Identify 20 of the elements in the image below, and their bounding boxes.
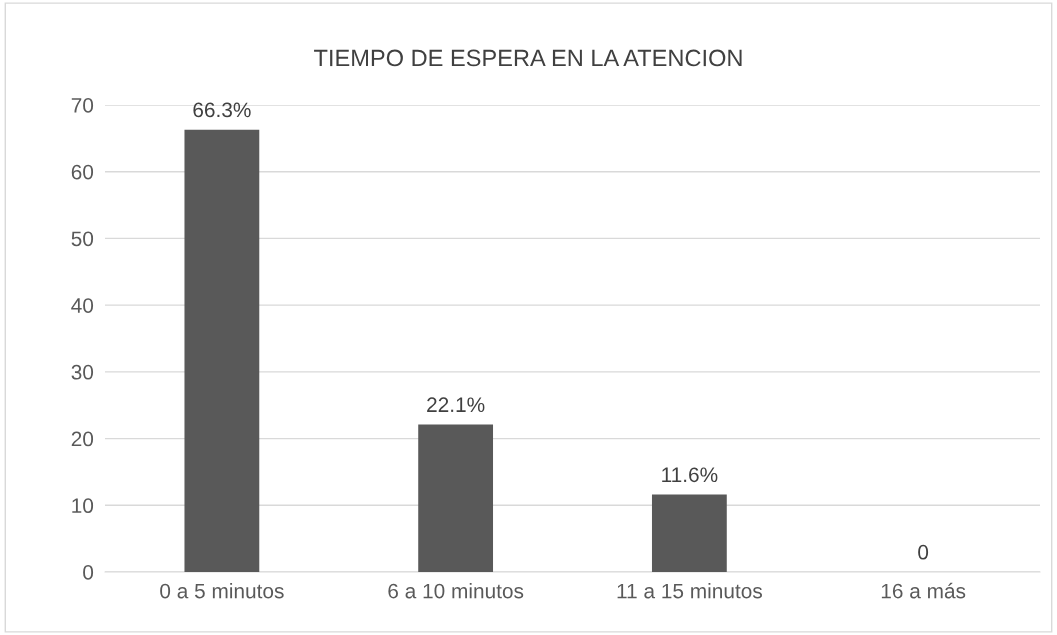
bar (184, 129, 260, 572)
data-label: 0 (918, 544, 929, 560)
y-tick-label: 30 (71, 364, 94, 380)
data-label: 11.6% (662, 467, 718, 483)
bar (651, 494, 727, 572)
y-tick-label: 70 (71, 98, 94, 113)
y-tick-label: 50 (71, 231, 94, 247)
x-tick-label: 0 a 5 minutos (160, 583, 284, 599)
x-tick-label: 16 a más (881, 582, 966, 599)
y-tick-label: 20 (71, 431, 94, 447)
y-tick-label: 10 (72, 498, 94, 514)
y-tick-label: 0 (83, 565, 94, 580)
y-tick-label: 40 (71, 298, 94, 313)
data-label: 22.1% (427, 397, 485, 413)
x-tick-label: 11 a 15 minutos (617, 583, 762, 599)
y-tick-label: 60 (71, 164, 94, 180)
data-label: 66.3% (193, 102, 251, 118)
x-tick-label: 6 a 10 minutos (388, 583, 524, 599)
chart-title: TIEMPO DE ESPERA EN LA ATENCION (314, 49, 742, 67)
bar (418, 424, 494, 572)
